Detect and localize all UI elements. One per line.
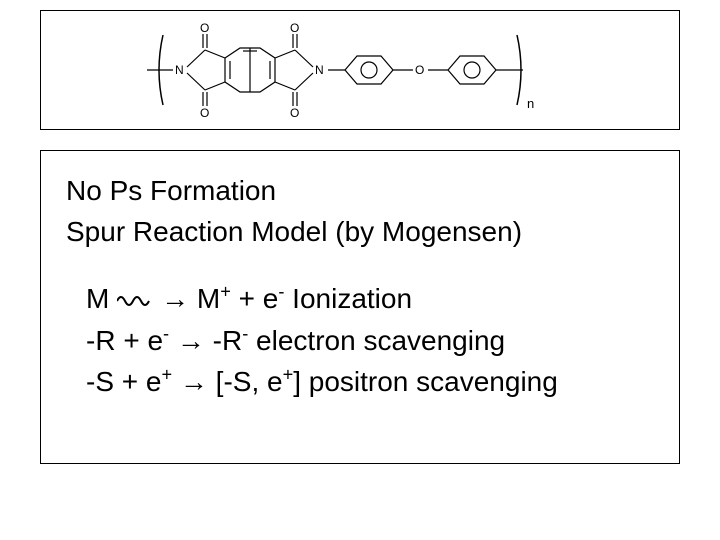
r1-lhs: M — [86, 283, 117, 314]
svg-text:N: N — [315, 63, 324, 77]
molecule-structure-box: N O O O — [40, 10, 680, 130]
r2-lhs: -R + e — [86, 325, 163, 356]
r1-plus-e: + e — [231, 283, 278, 314]
r3-sup2: + — [283, 364, 294, 384]
r2-arrow: → -R — [169, 325, 242, 356]
squiggle-arrow-icon — [117, 293, 161, 309]
heading-spur-model: Spur Reaction Model (by Mogensen) — [66, 212, 654, 251]
reaction-positron-scavenging: -S + e+ → [-S, e+] positron scavenging — [86, 362, 654, 401]
r3-close: ] — [293, 366, 301, 397]
reaction-list: M → M+ + e- Ionization -R + e- → -R- ele… — [66, 279, 654, 401]
reaction-electron-scavenging: -R + e- → -R- electron scavenging — [86, 321, 654, 360]
atom-O-ether: O — [415, 63, 424, 77]
r3-arrow: → [-S, e — [172, 366, 282, 397]
r2-label: electron scavenging — [248, 325, 505, 356]
r3-label: positron scavenging — [301, 366, 558, 397]
r1-arrow: → — [161, 283, 189, 314]
atom-O-tl: O — [200, 21, 209, 35]
repeat-unit-n: n — [527, 96, 534, 111]
reaction-ionization: M → M+ + e- Ionization — [86, 279, 654, 318]
polymer-structure-icon: N O O O — [145, 20, 575, 120]
heading-no-ps: No Ps Formation — [66, 171, 654, 210]
svg-text:N: N — [175, 63, 184, 77]
reaction-model-box: No Ps Formation Spur Reaction Model (by … — [40, 150, 680, 464]
r1-label: Ionization — [284, 283, 412, 314]
atom-O-tr: O — [290, 21, 299, 35]
r1-mplus: M — [189, 283, 220, 314]
atom-O-bl: O — [200, 106, 209, 120]
r3-lhs: -S + e — [86, 366, 161, 397]
atom-O-br: O — [290, 106, 299, 120]
r1-sup1: + — [220, 282, 231, 302]
r3-sup1: + — [161, 364, 172, 384]
